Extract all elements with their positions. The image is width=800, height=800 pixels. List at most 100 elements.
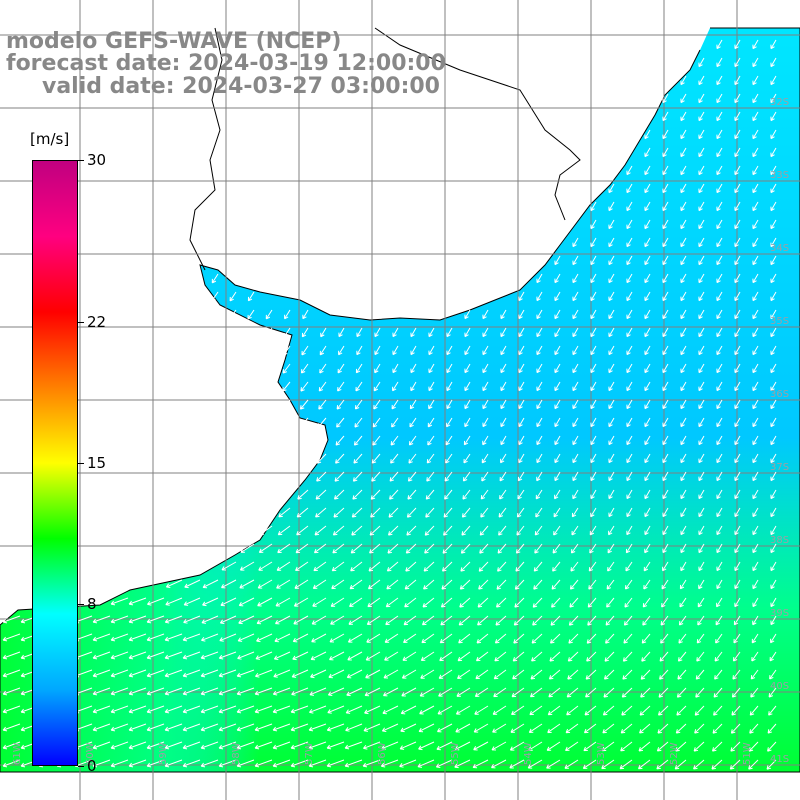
wind-arrow [734,183,741,194]
wind-arrow [219,633,237,642]
wind-arrow [272,687,291,696]
wind-arrow [272,705,291,714]
wind-arrow [644,129,651,140]
wind-arrow [438,687,453,697]
wind-arrow [480,489,489,500]
wind-arrow [355,381,363,392]
wind-arrow [313,561,327,572]
wind-arrow [770,381,777,392]
wind-arrow [110,633,129,642]
wind-arrow [265,309,273,320]
colorbar-tick-mark [78,766,84,767]
wind-arrow [572,363,579,374]
wind-arrow [275,597,291,607]
wind-arrow [698,219,705,230]
longitude-label: 60W [85,742,96,765]
wind-arrow [750,669,759,680]
wind-arrow [536,381,543,392]
title-valid-date: valid date: 2024-03-27 03:00:00 [42,74,440,99]
wind-arrow [319,345,327,356]
wind-arrow [392,381,399,392]
wind-arrow [680,111,687,122]
wind-arrow [428,345,435,356]
wind-arrow [536,273,543,284]
wind-arrow [386,579,399,590]
wind-arrow [496,579,507,590]
wind-arrow [752,561,759,572]
wind-arrow [311,615,327,625]
wind-arrow [338,345,345,356]
wind-arrow [770,471,777,482]
wind-arrow [698,93,705,104]
wind-arrow [662,489,669,500]
wind-arrow [770,543,777,554]
wind-arrow [662,381,669,392]
wind-arrow [257,579,273,589]
wind-arrow [410,327,417,338]
wind-arrow [318,381,327,392]
wind-arrow [363,741,381,750]
wind-arrow [675,741,687,752]
wind-arrow [752,165,759,176]
wind-arrow [421,615,435,626]
wind-arrow [693,759,705,770]
wind-arrow [535,507,543,518]
wind-arrow [770,183,777,194]
wind-arrow [110,723,129,732]
wind-arrow [712,723,723,734]
wind-arrow [516,525,525,536]
wind-arrow [626,471,633,482]
wind-arrow [2,669,21,678]
wind-arrow [239,561,255,571]
wind-arrow [410,381,417,392]
wind-arrow [641,633,651,644]
wind-arrow [536,309,543,320]
wind-arrow [770,399,777,410]
wind-arrow [425,507,435,518]
wind-arrow [405,561,417,572]
wind-arrow [92,615,111,624]
wind-arrow [443,507,453,518]
wind-arrow [626,489,633,500]
wind-arrow [110,597,129,606]
wind-arrow [680,219,687,230]
wind-arrow [403,633,417,644]
wind-arrow [299,399,309,410]
wind-arrow [220,597,237,607]
wind-arrow [308,759,327,768]
wind-arrow [182,687,201,696]
wind-arrow [608,183,615,194]
wind-arrow [551,597,561,608]
wind-arrow [200,723,219,732]
wind-arrow [569,579,579,590]
wind-arrow [644,165,651,176]
wind-arrow [624,579,633,590]
wind-arrow [480,507,489,518]
wind-arrow [518,453,525,464]
longitude-label: 53W [596,742,607,765]
title-model: modelo GEFS-WAVE (NCEP) [6,29,342,54]
wind-arrow [335,453,345,464]
wind-arrow [644,507,651,518]
wind-arrow [716,39,723,50]
wind-arrow [334,489,345,500]
wind-arrow [770,435,777,446]
wind-arrow [258,543,273,553]
wind-arrow [511,687,525,698]
wind-arrow [530,669,543,680]
wind-arrow [716,579,723,590]
wind-arrow [548,669,561,680]
wind-arrow [426,471,435,482]
wind-arrow [734,417,741,428]
wind-arrow [297,489,309,500]
wind-arrow [734,561,741,572]
wind-arrow [427,435,435,446]
latitude-label: 32S [770,97,789,108]
wind-arrow [770,165,777,176]
wind-arrow [732,669,741,680]
wind-arrow [482,435,489,446]
wind-arrow [459,579,471,590]
wind-arrow [626,435,633,446]
wind-arrow [128,759,147,768]
